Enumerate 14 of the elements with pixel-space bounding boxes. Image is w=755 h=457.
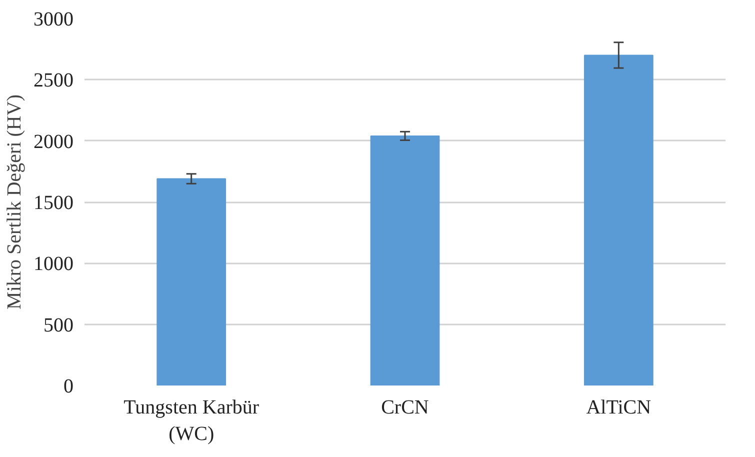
y-tick-label: 2000	[34, 130, 74, 153]
x-tick-label: Tungsten Karbür (WC)	[124, 396, 260, 445]
y-tick-label: 1000	[34, 253, 74, 276]
y-tick-label: 1500	[34, 192, 74, 214]
y-tick-label: 2500	[34, 70, 74, 92]
y-tick-label: 0	[64, 376, 74, 398]
y-axis-title: Mikro Sertlik Değeri (HV)	[4, 94, 26, 310]
bar	[370, 135, 440, 386]
bar	[584, 54, 654, 386]
y-tick-label: 3000	[34, 8, 74, 30]
bar	[156, 178, 226, 386]
y-tick-label: 500	[44, 314, 74, 336]
x-tick-label: AlTiCN	[586, 396, 652, 418]
x-tick-label: CrCN	[381, 396, 429, 418]
